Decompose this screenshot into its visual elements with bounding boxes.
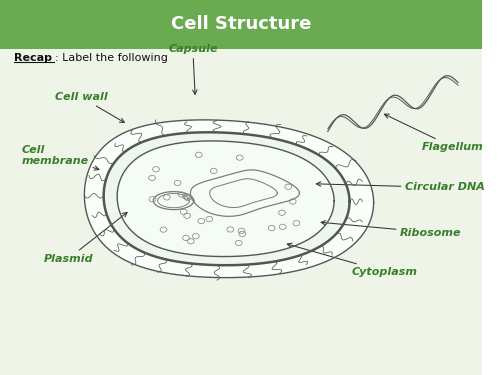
Text: Recap: Recap xyxy=(14,53,52,63)
Polygon shape xyxy=(104,132,350,265)
Text: Plasmid: Plasmid xyxy=(44,212,127,264)
Text: Cell
membrane: Cell membrane xyxy=(22,145,99,170)
Text: Cell Structure: Cell Structure xyxy=(171,15,311,33)
Text: Ribosome: Ribosome xyxy=(321,220,462,237)
Text: Flagellum: Flagellum xyxy=(384,114,484,152)
Text: Capsule: Capsule xyxy=(168,44,218,94)
Polygon shape xyxy=(117,141,334,256)
Text: Cytoplasm: Cytoplasm xyxy=(288,243,418,277)
Polygon shape xyxy=(84,120,374,278)
Bar xyxy=(0,49,482,375)
Bar xyxy=(0,0,482,49)
Text: Cell wall: Cell wall xyxy=(56,93,124,123)
Text: : Label the following: : Label the following xyxy=(56,53,168,63)
Text: Circular DNA: Circular DNA xyxy=(316,182,485,192)
